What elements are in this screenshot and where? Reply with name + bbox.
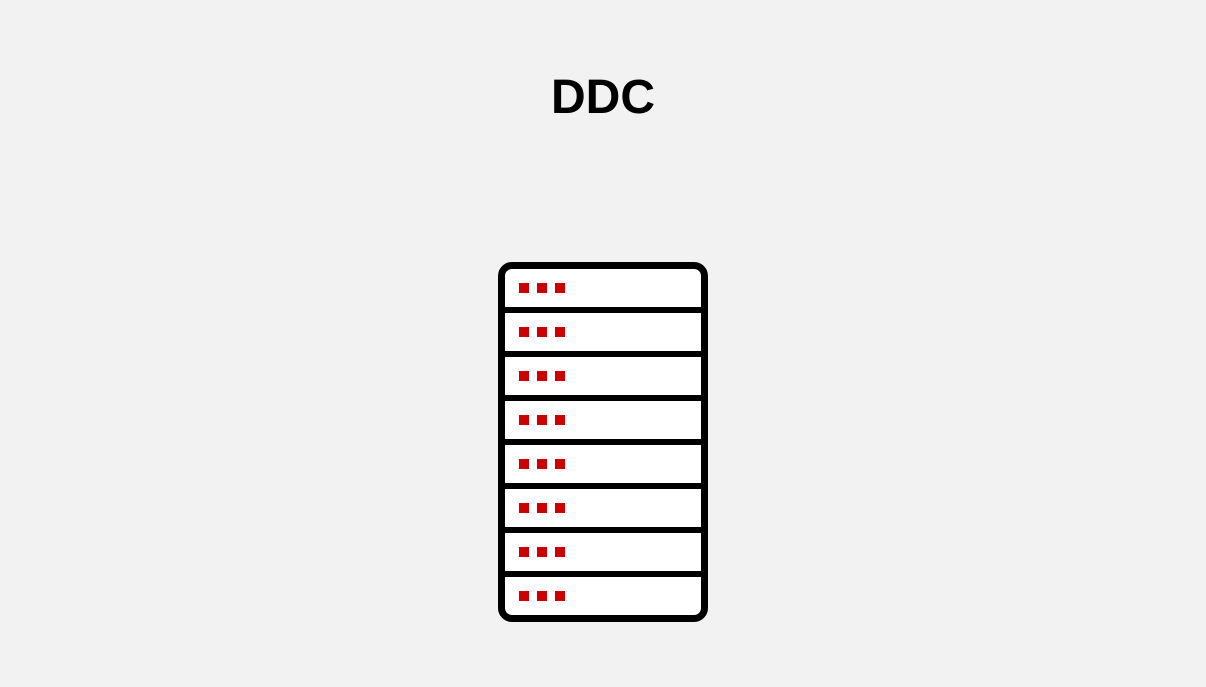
led-indicator [537,503,547,513]
rack-unit [505,269,701,313]
led-indicator [555,283,565,293]
led-indicator [519,459,529,469]
led-indicator [537,415,547,425]
led-indicator [555,371,565,381]
led-indicator [519,591,529,601]
led-indicator [555,327,565,337]
led-indicator [537,591,547,601]
led-indicator [537,327,547,337]
rack-unit [505,313,701,357]
led-indicator [537,547,547,557]
led-indicator [537,283,547,293]
diagram-title: DDC [551,70,655,125]
server-rack-icon [498,262,708,622]
rack-unit [505,401,701,445]
rack-unit [505,533,701,577]
led-indicator [519,547,529,557]
led-indicator [555,459,565,469]
led-indicator [519,283,529,293]
led-indicator [537,371,547,381]
led-indicator [555,503,565,513]
led-indicator [519,503,529,513]
rack-unit [505,445,701,489]
rack-unit [505,577,701,615]
rack-unit [505,489,701,533]
led-indicator [537,459,547,469]
led-indicator [519,371,529,381]
rack-unit [505,357,701,401]
led-indicator [519,327,529,337]
led-indicator [519,415,529,425]
led-indicator [555,591,565,601]
led-indicator [555,547,565,557]
led-indicator [555,415,565,425]
